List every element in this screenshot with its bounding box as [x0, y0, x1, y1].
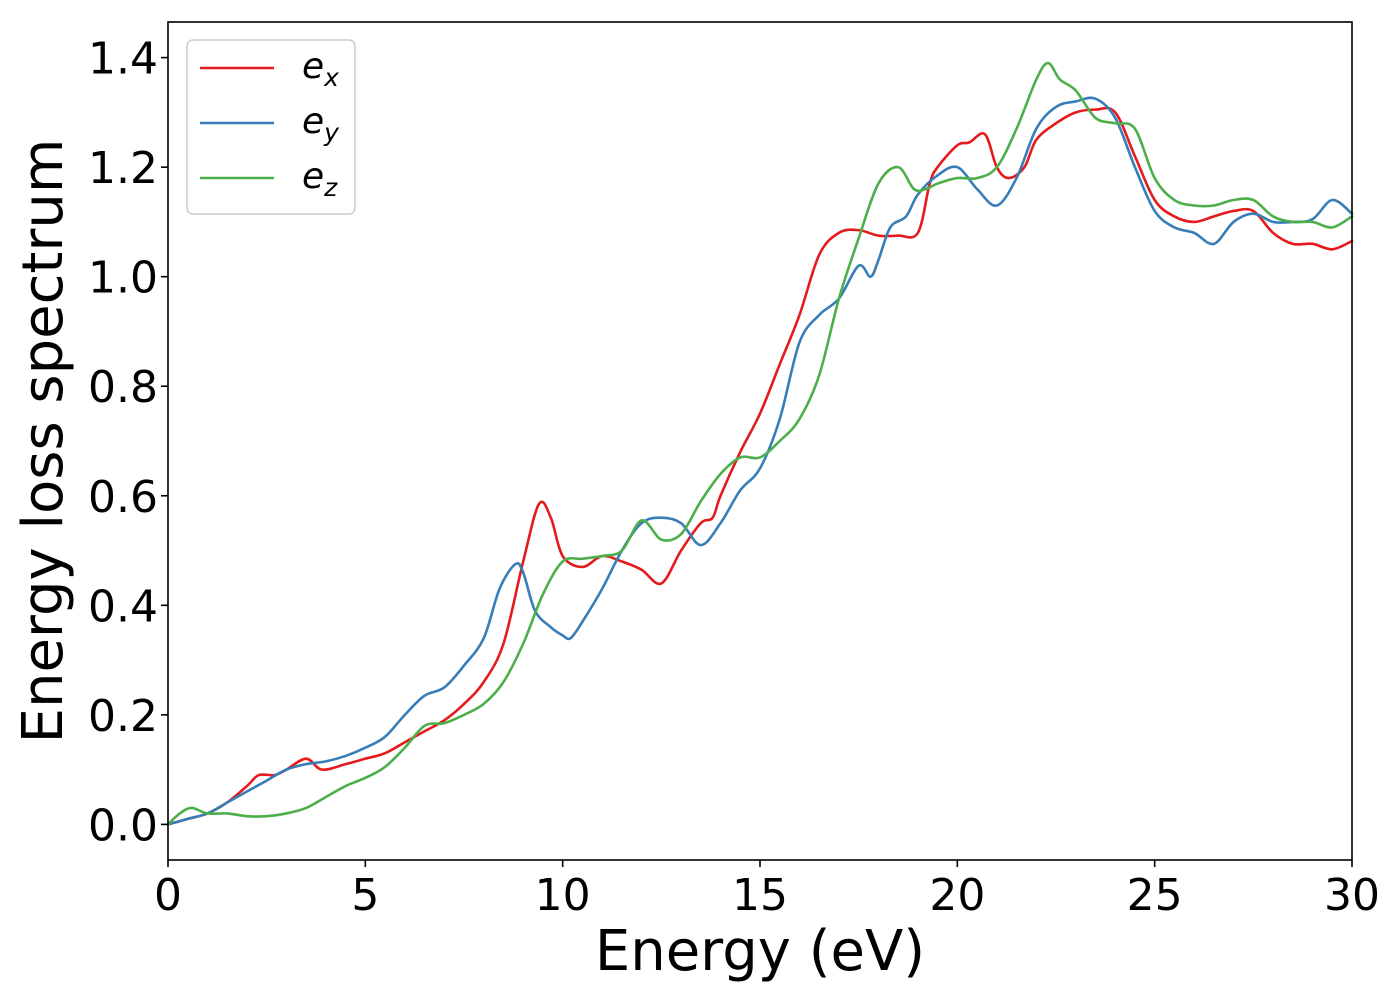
legend-label-y: ey [302, 101, 340, 147]
x-tick-label: 30 [1324, 870, 1380, 921]
x-axis-ticks: 0 5 10 15 20 25 30 [154, 860, 1380, 921]
y-axis-title: Energy loss spectrum [11, 139, 76, 744]
series-layer [166, 61, 1354, 826]
legend-label-x: ex [302, 46, 339, 92]
x-tick-label: 0 [154, 870, 182, 921]
y-tick-label: 1.4 [88, 34, 158, 85]
y-tick-label: 0.8 [88, 362, 158, 413]
y-tick-label: 0.2 [88, 691, 158, 742]
x-tick-label: 5 [351, 870, 379, 921]
series-line-y [166, 96, 1354, 826]
y-tick-label: 0.0 [88, 800, 158, 851]
series-line-z [166, 61, 1354, 826]
legend: ex ey ez [186, 39, 356, 215]
x-tick-label: 10 [535, 870, 591, 921]
y-tick-label: 0.6 [88, 472, 158, 523]
x-tick-label: 15 [732, 870, 788, 921]
x-axis-title: Energy (eV) [595, 919, 925, 984]
y-tick-label: 1.0 [88, 253, 158, 304]
series-line-x [166, 106, 1354, 826]
legend-label-z: ez [302, 156, 338, 202]
x-tick-label: 25 [1127, 870, 1183, 921]
y-axis-ticks: 0.0 0.2 0.4 0.6 0.8 1.0 1.2 1.4 [88, 34, 168, 851]
y-tick-label: 1.2 [88, 143, 158, 194]
y-tick-label: 0.4 [88, 581, 158, 632]
x-tick-label: 20 [929, 870, 985, 921]
legend-box [186, 39, 356, 215]
